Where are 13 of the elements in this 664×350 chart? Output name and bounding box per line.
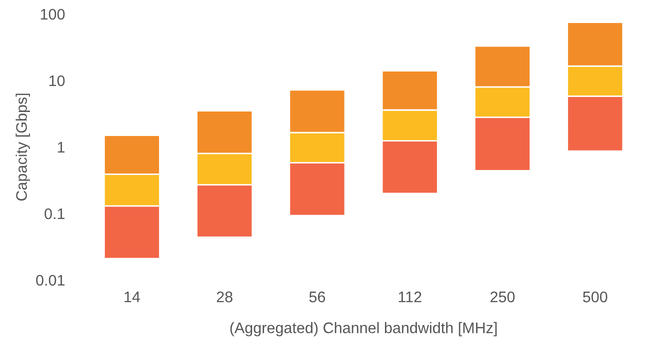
x-tick-label: 112 — [398, 292, 422, 302]
y-tick-label: 0.1 — [44, 208, 65, 220]
x-tick-label: 28 — [216, 292, 232, 302]
y-tick-label: 100 — [40, 8, 65, 20]
x-tick-label: 500 — [583, 292, 608, 302]
x-axis-title: (Aggregated) Channel bandwidth [MHz] — [230, 322, 497, 336]
y-tick-label: 0.01 — [36, 274, 65, 286]
x-tick-label: 14 — [124, 292, 140, 302]
y-axis-title: Capacity [Gbps] — [16, 94, 30, 201]
x-tick-label: 56 — [309, 292, 326, 302]
x-tick-label: 250 — [490, 292, 515, 302]
y-tick-label: 1 — [58, 142, 65, 153]
y-tick-label: 10 — [49, 75, 65, 86]
